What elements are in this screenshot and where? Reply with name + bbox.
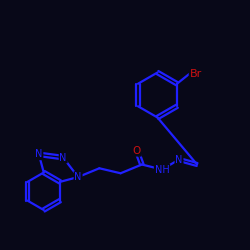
Text: N: N	[74, 172, 82, 182]
Text: N: N	[35, 150, 43, 160]
Text: Br: Br	[190, 69, 202, 79]
Text: NH: NH	[155, 164, 170, 174]
Text: N: N	[175, 154, 183, 164]
Text: O: O	[133, 146, 141, 156]
Text: N: N	[60, 152, 67, 162]
